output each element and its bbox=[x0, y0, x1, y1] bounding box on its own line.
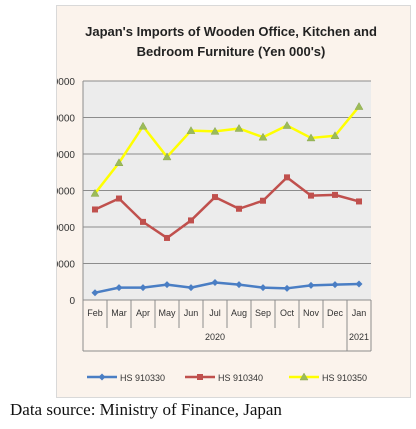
series-hs-910330-point bbox=[187, 284, 195, 292]
series-hs-910340-point bbox=[92, 206, 98, 213]
x-tick-label: May bbox=[158, 308, 176, 318]
series-hs-910340-point bbox=[332, 191, 338, 198]
series-hs-910350-point bbox=[114, 158, 124, 167]
series-hs-910350-point bbox=[186, 126, 196, 134]
series-hs-910340-point bbox=[308, 192, 314, 199]
series-hs-910350-point bbox=[282, 121, 292, 129]
legend-label: HS 910350 bbox=[322, 373, 367, 383]
legend-label: HS 910340 bbox=[218, 373, 263, 383]
data-source-note: Data source: Ministry of Finance, Japan bbox=[10, 400, 282, 419]
x-tick-label: Mar bbox=[111, 308, 127, 318]
series-hs-910330-point bbox=[115, 284, 123, 292]
chart-title-line: Bedroom Furniture (Yen 000's) bbox=[137, 44, 326, 59]
series-hs-910340-point bbox=[356, 198, 362, 205]
chart-title-line: Japan's Imports of Wooden Office, Kitche… bbox=[85, 24, 377, 39]
year-label: 2021 bbox=[349, 332, 369, 342]
series-hs-910350-point bbox=[306, 133, 316, 142]
series-hs-910350-point bbox=[90, 188, 100, 197]
y-tick-label: 1000000 bbox=[57, 223, 75, 234]
x-tick-label: Jan bbox=[352, 308, 367, 318]
series-hs-910340-point bbox=[116, 195, 122, 202]
legend-point bbox=[299, 372, 309, 381]
series-hs-910340-point bbox=[236, 205, 242, 212]
series-hs-910340-point bbox=[140, 218, 146, 225]
series-hs-910350-point bbox=[354, 102, 364, 110]
y-tick-label: 1500000 bbox=[57, 187, 75, 198]
series-hs-910340-point bbox=[284, 174, 290, 181]
series-hs-910330-point bbox=[211, 278, 219, 286]
series-hs-910330-point bbox=[91, 289, 99, 297]
series-hs-910330-point bbox=[355, 280, 363, 288]
series-hs-910340-point bbox=[164, 234, 170, 241]
x-tick-label: Sep bbox=[255, 308, 271, 318]
x-tick-label: Jul bbox=[209, 308, 221, 318]
y-tick-label: 2000000 bbox=[57, 150, 75, 161]
legend-point bbox=[98, 373, 106, 381]
series-hs-910350-point bbox=[330, 131, 340, 139]
y-tick-label: 2500000 bbox=[57, 114, 75, 125]
x-tick-label: Dec bbox=[327, 308, 344, 318]
series-hs-910330-point bbox=[331, 281, 339, 289]
chart-frame: Japan's Imports of Wooden Office, Kitche… bbox=[56, 5, 411, 398]
series-hs-910350-point bbox=[234, 123, 244, 132]
series-hs-910350-point bbox=[258, 132, 268, 141]
year-label: 2020 bbox=[205, 332, 225, 342]
x-tick-label: Oct bbox=[280, 308, 295, 318]
y-tick-label: 0 bbox=[69, 296, 75, 307]
series-hs-910350-point bbox=[162, 152, 172, 161]
series-line-hs-910330 bbox=[94, 281, 360, 294]
series-hs-910330-point bbox=[139, 284, 147, 292]
x-tick-label: Apr bbox=[136, 308, 150, 318]
legend-label: HS 910330 bbox=[120, 373, 165, 383]
series-line-hs-910350 bbox=[94, 105, 360, 195]
series-hs-910330-point bbox=[283, 284, 291, 292]
series-hs-910330-point bbox=[259, 284, 267, 292]
series-hs-910350-point bbox=[138, 121, 148, 130]
x-tick-label: Aug bbox=[231, 308, 247, 318]
series-hs-910330-point bbox=[307, 281, 315, 289]
legend-point bbox=[197, 374, 203, 380]
x-tick-label: Nov bbox=[303, 308, 320, 318]
y-tick-label: 3000000 bbox=[57, 77, 75, 88]
line-chart: Japan's Imports of Wooden Office, Kitche… bbox=[57, 24, 377, 383]
series-hs-910340-point bbox=[188, 217, 194, 224]
series-hs-910330-point bbox=[235, 281, 243, 289]
series-hs-910330-point bbox=[163, 281, 171, 289]
series-hs-910340-point bbox=[212, 194, 218, 201]
series-line-hs-910340 bbox=[94, 176, 360, 240]
series-hs-910350-point bbox=[210, 126, 220, 135]
y-tick-label: 500000 bbox=[57, 260, 75, 271]
x-tick-label: Feb bbox=[87, 308, 103, 318]
series-hs-910340-point bbox=[260, 197, 266, 204]
x-tick-label: Jun bbox=[184, 308, 199, 318]
